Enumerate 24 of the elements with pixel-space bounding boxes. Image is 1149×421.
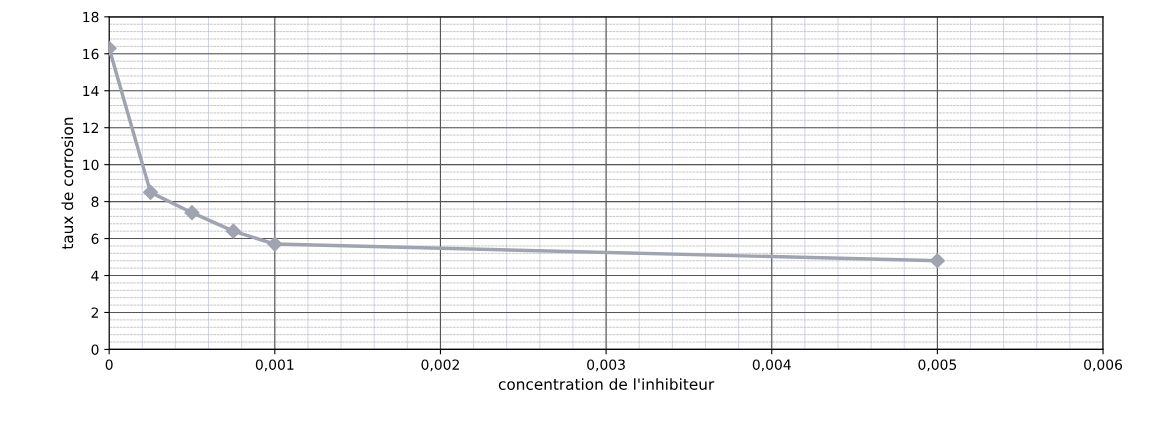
y-tick-label: 16 — [83, 48, 99, 60]
x-tick-label: 0 — [105, 359, 113, 370]
y-axis-title: taux de corrosion — [61, 117, 74, 250]
y-tick-label: 12 — [83, 122, 99, 133]
point — [929, 253, 945, 269]
x-tick-label: 0,001 — [255, 359, 294, 372]
y-tick-label: 6 — [91, 233, 99, 245]
y-tick-label: 2 — [91, 307, 99, 318]
x-tick-label: 0,002 — [421, 359, 459, 372]
y-tick-label: 14 — [83, 85, 99, 97]
y-tick-label: 8 — [91, 196, 99, 208]
y-tick-label: 4 — [91, 270, 99, 281]
y-tick-label: 10 — [83, 159, 99, 171]
point — [267, 236, 283, 252]
y-tick-label: 0 — [91, 344, 99, 355]
x-tick-label: 0,005 — [918, 359, 957, 372]
point — [184, 205, 200, 221]
point — [142, 184, 159, 200]
point — [225, 223, 241, 239]
x-axis-title: concentration de l'inhibiteur — [498, 378, 715, 390]
y-tick-label: 18 — [83, 11, 99, 23]
x-tick-label: 0,006 — [1084, 359, 1123, 372]
x-tick-label: 0,004 — [752, 359, 791, 372]
x-tick-label: 0,003 — [587, 359, 625, 372]
